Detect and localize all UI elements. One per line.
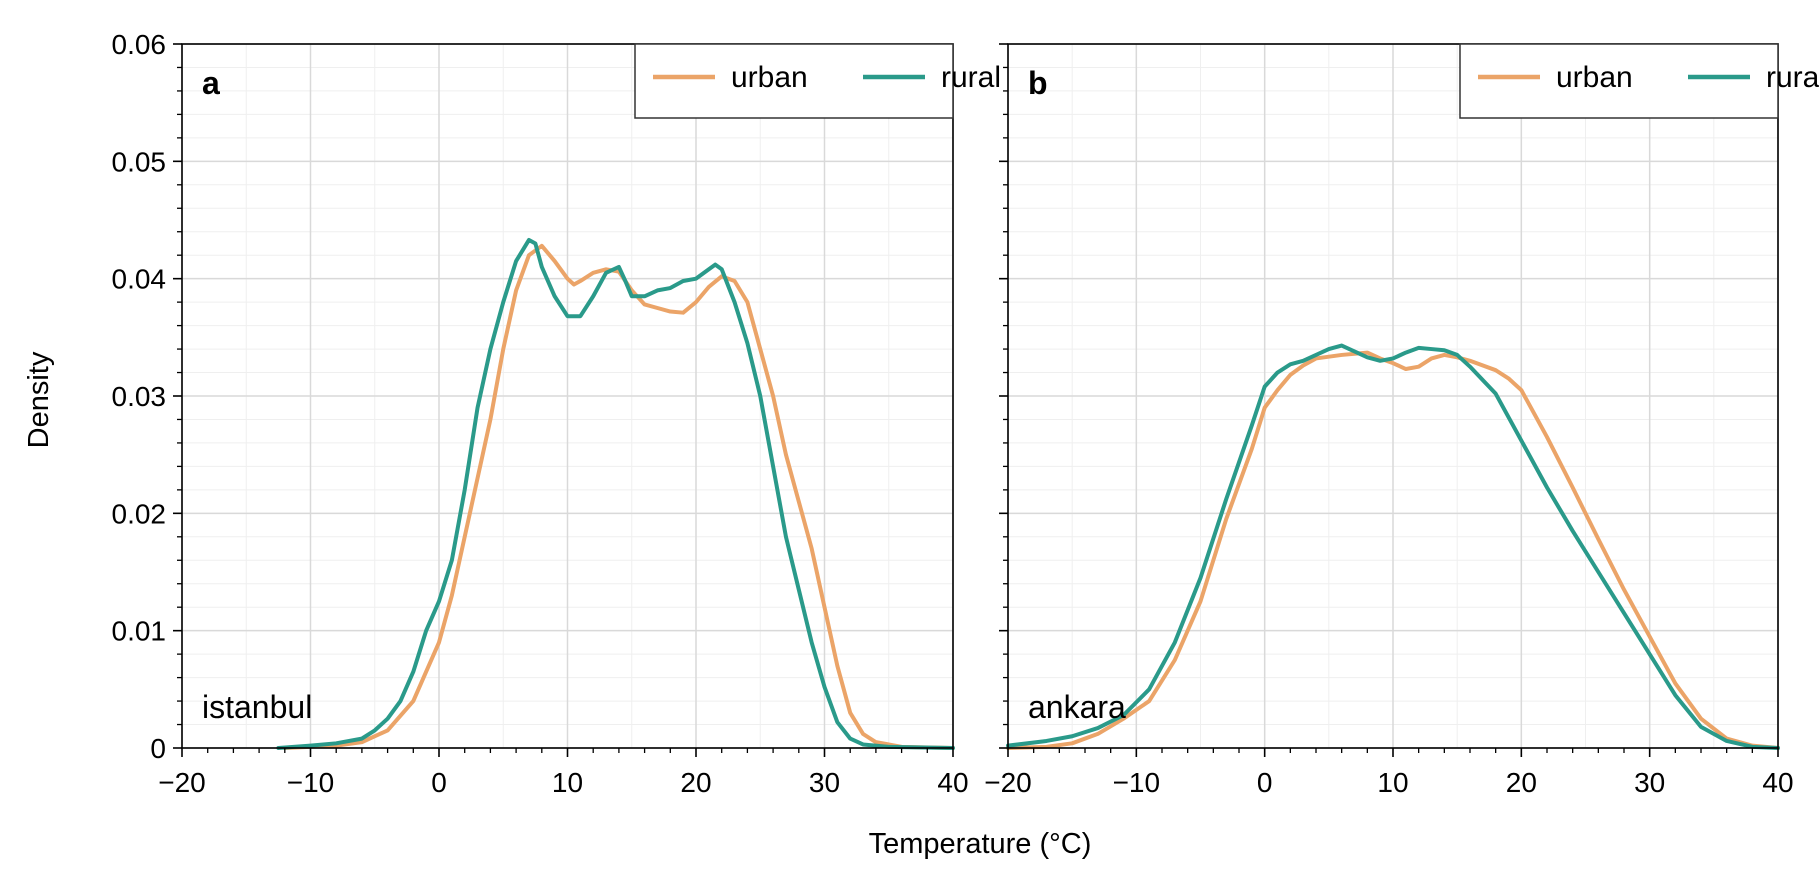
x-tick-label: 10 [552, 767, 583, 798]
x-tick-label: 20 [680, 767, 711, 798]
panel-a: −20 −10 0 10 20 30 40 0 0.01 0.02 0.03 0.04 0.05 0.06… [112, 29, 1002, 798]
y-axis-label: Density [23, 351, 55, 448]
panel-title: ankara [1028, 689, 1126, 725]
legend-label-rural: rural [941, 61, 1001, 94]
x-tick-label: 30 [809, 767, 840, 798]
x-tick-label: 0 [431, 767, 447, 798]
x-tick-label: −20 [984, 767, 1032, 798]
x-tick-label: 40 [937, 767, 968, 798]
axes-frame [181, 43, 954, 749]
x-tick-label: 30 [1634, 767, 1665, 798]
legend-box [1459, 43, 1779, 119]
y-tick-label: 0.06 [112, 29, 167, 60]
x-tick-label: 20 [1506, 767, 1537, 798]
legend-label-urban: urban [1556, 61, 1633, 94]
panel-b: −20 −10 0 10 20 30 40 b ankara urban rural [984, 43, 1819, 798]
x-tick-label: −10 [1113, 767, 1161, 798]
legend-label-urban: urban [731, 61, 808, 94]
y-tick-label: 0 [150, 733, 166, 764]
x-tick-label: 0 [1257, 767, 1273, 798]
y-tick-label: 0.04 [112, 264, 167, 295]
legend-box [634, 43, 954, 119]
panel-title: istanbul [202, 689, 312, 725]
y-tick-label: 0.05 [112, 146, 167, 177]
panel-letter: a [202, 65, 220, 101]
axes-frame [1007, 43, 1779, 749]
y-tick-label: 0.02 [112, 498, 167, 529]
series-line-rural [276, 237, 955, 750]
x-axis-label: Temperature (°C) [869, 828, 1092, 860]
legend: urban rural [1459, 43, 1819, 119]
x-tick-label: 40 [1762, 767, 1793, 798]
x-tick-label: 10 [1377, 767, 1408, 798]
x-tick-label: −20 [158, 767, 206, 798]
panel-letter: b [1028, 65, 1048, 101]
legend-label-rural: rural [1766, 61, 1819, 94]
legend: urban rural [634, 43, 1001, 119]
y-tick-label: 0.01 [112, 616, 167, 647]
x-tick-label: −10 [287, 767, 335, 798]
y-tick-label: 0.03 [112, 381, 167, 412]
series-line-rural [1006, 343, 1780, 750]
series-line-urban [1006, 350, 1780, 750]
